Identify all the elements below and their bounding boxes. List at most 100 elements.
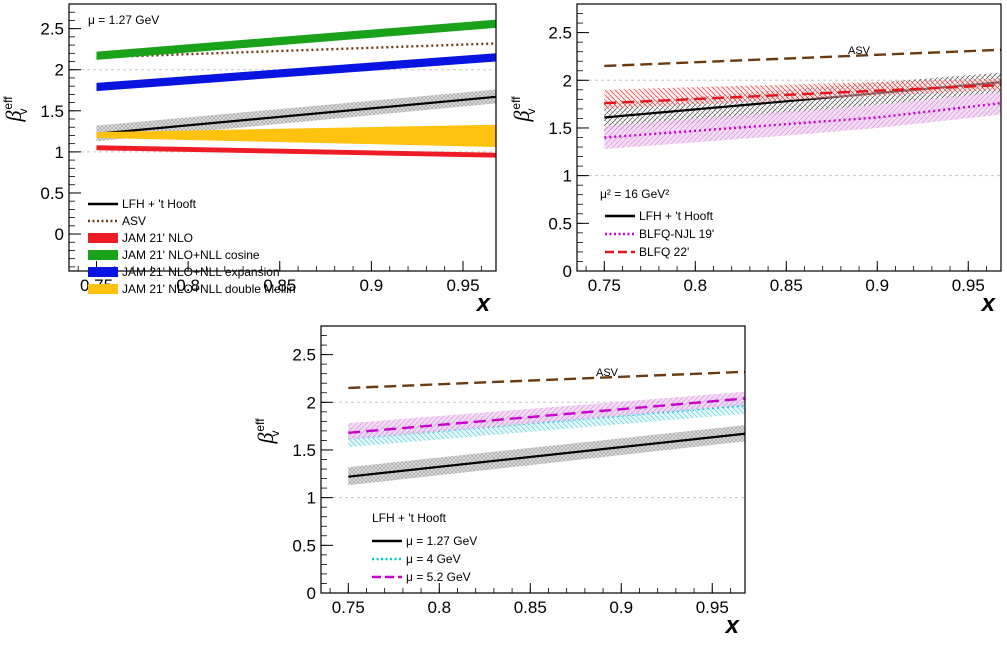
legend-label: JAM 21' NLO+NLL cosine bbox=[122, 248, 260, 262]
curve-label: ASV bbox=[596, 367, 619, 379]
legend-title: LFH + 't Hooft bbox=[372, 511, 447, 525]
legend: LFH + 't Hooft μ = 1.27 GeV μ = 4 GeV μ = 5… bbox=[372, 511, 477, 584]
uncertainty-band bbox=[96, 19, 497, 60]
series-2 bbox=[348, 425, 746, 486]
legend-label: BLFQ 22' bbox=[639, 245, 689, 259]
legend-label: JAM 21' NLO+NLL expansion bbox=[122, 265, 280, 279]
y-tick-label: 0.5 bbox=[292, 536, 316, 555]
x-tick-label: 0.8 bbox=[427, 598, 451, 617]
legend-entry: μ = 1.27 GeV bbox=[372, 534, 477, 548]
x-axis-label: x bbox=[724, 612, 741, 639]
series-3 bbox=[604, 91, 1002, 149]
legend-entry: JAM 21' NLO bbox=[88, 231, 193, 245]
legend: LFH + 't Hooft ASV JAM 21' NLO JAM 21' NLO+… bbox=[88, 197, 296, 296]
x-tick-label: 0.8 bbox=[683, 276, 707, 295]
scale-annotation: μ = 1.27 GeV bbox=[88, 13, 159, 27]
x-tick-label: 0.85 bbox=[263, 276, 296, 295]
y-tick-label: 2 bbox=[307, 393, 316, 412]
y-axis-symbol: β bbox=[1, 111, 26, 123]
legend-label: μ = 5.2 GeV bbox=[406, 570, 471, 584]
y-tick-label: 0.5 bbox=[548, 214, 572, 233]
y-tick-label: 1 bbox=[55, 143, 64, 162]
y-tick-label: 2.5 bbox=[292, 346, 316, 365]
x-tick-label: 0.75 bbox=[588, 276, 621, 295]
legend: LFH + 't Hooft BLFQ-NJL 19' BLFQ 22' bbox=[605, 209, 714, 259]
legend-entry: JAM 21' NLO+NLL double Mellin bbox=[88, 282, 296, 296]
y-axis-subscript: v bbox=[268, 430, 282, 436]
x-tick-label: 0.8 bbox=[176, 276, 200, 295]
curve-label: ASV bbox=[848, 45, 871, 57]
y-axis-subscript: v bbox=[16, 108, 30, 114]
legend-swatch bbox=[88, 267, 118, 277]
legend-entry: μ = 5.2 GeV bbox=[372, 570, 471, 584]
legend-swatch bbox=[88, 233, 118, 243]
series-line bbox=[348, 432, 746, 478]
series-line bbox=[96, 42, 497, 59]
x-tick-label: 0.85 bbox=[514, 598, 547, 617]
y-axis-symbol: β bbox=[509, 111, 534, 123]
x-tick-label: 0.9 bbox=[865, 276, 889, 295]
series-4 bbox=[96, 19, 497, 60]
series-4 bbox=[348, 391, 746, 440]
y-axis-symbol: β bbox=[253, 433, 278, 445]
y-tick-label: 1.5 bbox=[548, 119, 572, 138]
series-3 bbox=[96, 145, 497, 158]
y-axis-superscript: eff bbox=[253, 418, 267, 432]
series-line bbox=[604, 83, 1002, 105]
legend-entry: μ = 4 GeV bbox=[372, 552, 461, 566]
x-tick-label: 0.95 bbox=[696, 598, 729, 617]
y-tick-label: 0 bbox=[307, 584, 316, 603]
series-4 bbox=[604, 78, 1002, 109]
legend-entry: JAM 21' NLO+NLL expansion bbox=[88, 265, 280, 279]
legend-label: JAM 21' NLO bbox=[122, 231, 193, 245]
y-tick-label: 0 bbox=[55, 225, 64, 244]
series-1 bbox=[348, 370, 746, 390]
plot-frame bbox=[68, 3, 497, 272]
x-tick-label: 0.85 bbox=[770, 276, 803, 295]
chart-panel-3: 0.75 0.8 0.85 0.9 0.95x 0 0.5 1 1.5 2 2.5 βeffv ASV L… bbox=[253, 325, 746, 639]
series-line bbox=[604, 101, 1002, 139]
legend-entry: LFH + 't Hooft bbox=[605, 209, 714, 223]
y-tick-label: 0 bbox=[563, 262, 572, 281]
series-1 bbox=[96, 89, 497, 142]
legend-label: BLFQ-NJL 19' bbox=[639, 227, 714, 241]
series-5 bbox=[96, 53, 497, 92]
legend-entry: ASV bbox=[88, 214, 146, 228]
legend-label: ASV bbox=[122, 214, 146, 228]
series-line bbox=[348, 397, 746, 434]
series-1 bbox=[604, 48, 1002, 68]
y-tick-label: 0.5 bbox=[40, 184, 64, 203]
legend-entry: LFH + 't Hooft bbox=[88, 197, 197, 211]
y-tick-label: 1.5 bbox=[40, 102, 64, 121]
uncertainty-band bbox=[96, 53, 497, 92]
legend-swatch bbox=[88, 250, 118, 260]
y-axis-label: βeffv bbox=[1, 96, 30, 123]
x-tick-label: 0.9 bbox=[609, 598, 633, 617]
series-6 bbox=[96, 124, 497, 147]
uncertainty-band bbox=[96, 145, 497, 158]
y-tick-label: 2 bbox=[55, 61, 64, 80]
series-line bbox=[604, 48, 1002, 68]
chart-panel-2: 0.75 0.8 0.85 0.9 0.95x 0 0.5 1 1.5 2 2.5 βeffv μ² =… bbox=[509, 3, 1002, 317]
uncertainty-band bbox=[96, 124, 497, 147]
x-tick-label: 0.95 bbox=[952, 276, 985, 295]
x-tick-label: 0.75 bbox=[332, 598, 365, 617]
x-tick-label: 0.95 bbox=[446, 276, 479, 295]
legend-label: LFH + 't Hooft bbox=[122, 197, 197, 211]
y-tick-label: 1.5 bbox=[292, 441, 316, 460]
y-tick-label: 2.5 bbox=[548, 24, 572, 43]
y-axis-label: βeffv bbox=[253, 418, 282, 445]
x-axis-label: x bbox=[980, 290, 997, 317]
scale-annotation: μ² = 16 GeV² bbox=[600, 187, 669, 201]
y-tick-label: 1 bbox=[563, 167, 572, 186]
y-axis-label: βeffv bbox=[509, 96, 538, 123]
y-tick-label: 2 bbox=[563, 71, 572, 90]
legend-swatch bbox=[88, 284, 118, 294]
y-tick-label: 1 bbox=[307, 489, 316, 508]
legend-entry: BLFQ 22' bbox=[605, 245, 689, 259]
legend-label: LFH + 't Hooft bbox=[639, 209, 714, 223]
legend-label: JAM 21' NLO+NLL double Mellin bbox=[122, 282, 296, 296]
legend-entry: JAM 21' NLO+NLL cosine bbox=[88, 248, 260, 262]
series-line bbox=[96, 95, 497, 135]
